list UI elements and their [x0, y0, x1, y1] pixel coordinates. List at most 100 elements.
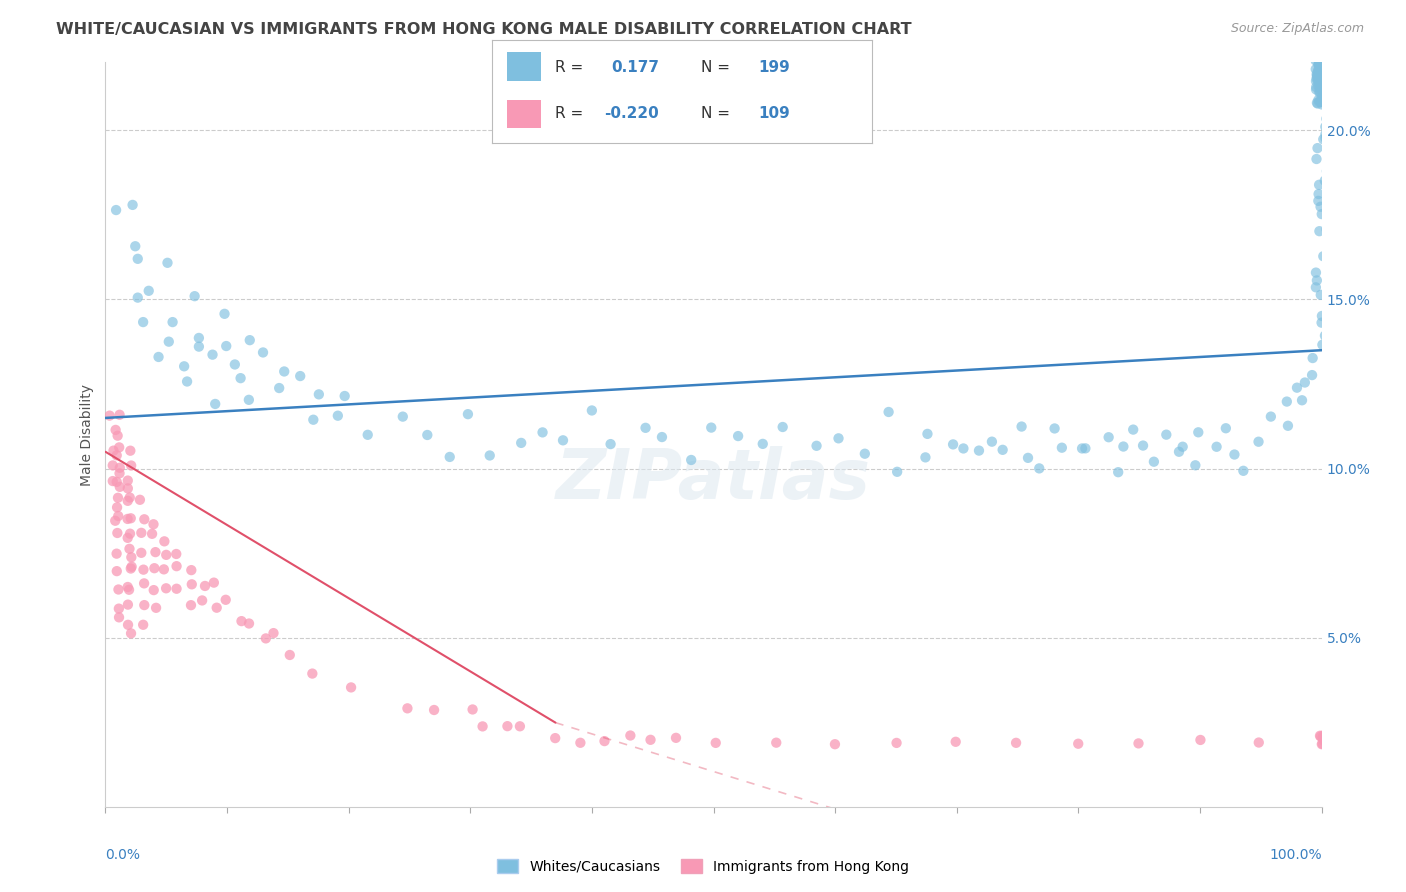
Point [1315, 120, 1337, 134]
Point [129, 492, 152, 507]
Point [1074, 442, 1097, 456]
Point [1312, 57, 1334, 71]
Point [142, 517, 165, 532]
Point [1316, 87, 1339, 102]
Point [238, 392, 260, 407]
Point [1306, 74, 1329, 88]
Point [215, 339, 238, 353]
Point [391, 409, 413, 424]
Point [471, 719, 494, 733]
Point [1316, 164, 1339, 178]
Point [752, 437, 775, 451]
Point [1067, 737, 1090, 751]
Point [1309, 76, 1331, 90]
Point [269, 381, 291, 395]
Point [108, 601, 131, 615]
Point [1310, 63, 1333, 78]
Point [1310, 53, 1333, 67]
Point [105, 202, 128, 217]
Point [772, 420, 794, 434]
Point [108, 408, 131, 422]
Point [224, 358, 246, 372]
Point [1313, 58, 1336, 72]
Point [1315, 112, 1337, 126]
Point [1309, 85, 1331, 99]
Point [132, 563, 155, 577]
Point [1247, 735, 1270, 749]
Point [1315, 71, 1337, 86]
Point [1313, 63, 1336, 78]
Point [496, 719, 519, 733]
Point [1306, 70, 1329, 84]
Point [991, 442, 1014, 457]
Point [263, 626, 285, 640]
Point [1308, 80, 1330, 95]
Point [1107, 465, 1129, 479]
Point [1215, 421, 1237, 435]
Point [187, 331, 209, 345]
Text: R =: R = [555, 60, 583, 75]
Point [105, 475, 128, 489]
Point [1309, 58, 1331, 72]
Point [101, 458, 124, 473]
Point [827, 431, 849, 445]
Point [1308, 51, 1330, 65]
Point [1315, 57, 1337, 71]
Point [1308, 72, 1330, 87]
Point [1302, 351, 1324, 365]
Point [853, 447, 876, 461]
Point [108, 441, 131, 455]
Point [806, 439, 828, 453]
Point [619, 729, 641, 743]
Point [1315, 84, 1337, 98]
Point [1315, 70, 1337, 85]
Point [1310, 95, 1333, 109]
Point [1277, 418, 1299, 433]
Point [681, 453, 703, 467]
Point [105, 448, 128, 462]
Point [1310, 737, 1333, 751]
Point [945, 735, 967, 749]
Point [118, 491, 141, 505]
Point [176, 375, 198, 389]
Point [153, 534, 176, 549]
Point [239, 333, 262, 347]
Point [118, 582, 141, 597]
Point [105, 500, 128, 515]
Point [1305, 80, 1327, 95]
Point [302, 413, 325, 427]
Point [1310, 59, 1333, 73]
Point [105, 564, 128, 578]
Point [117, 617, 139, 632]
Point [117, 474, 139, 488]
Point [290, 369, 312, 384]
Point [124, 239, 146, 253]
Point [107, 428, 129, 442]
Point [1312, 85, 1334, 99]
Point [117, 598, 139, 612]
Point [1308, 93, 1330, 107]
Point [166, 559, 188, 574]
Point [1305, 280, 1327, 294]
Point [194, 579, 217, 593]
Point [1315, 49, 1337, 63]
Point [1306, 96, 1329, 111]
Point [1260, 409, 1282, 424]
Point [131, 546, 153, 560]
Point [1312, 87, 1334, 102]
Text: R =: R = [555, 106, 583, 121]
Point [457, 407, 479, 421]
Point [1232, 464, 1254, 478]
Point [1306, 50, 1329, 64]
Legend: Whites/Caucasians, Immigrants from Hong Kong: Whites/Caucasians, Immigrants from Hong … [491, 852, 915, 880]
Point [1223, 448, 1246, 462]
Point [127, 252, 149, 266]
Point [765, 736, 787, 750]
Point [103, 443, 125, 458]
Point [1310, 56, 1333, 70]
Point [640, 732, 662, 747]
Text: N =: N = [702, 60, 730, 75]
Point [1305, 266, 1327, 280]
Point [416, 428, 439, 442]
Point [101, 474, 124, 488]
